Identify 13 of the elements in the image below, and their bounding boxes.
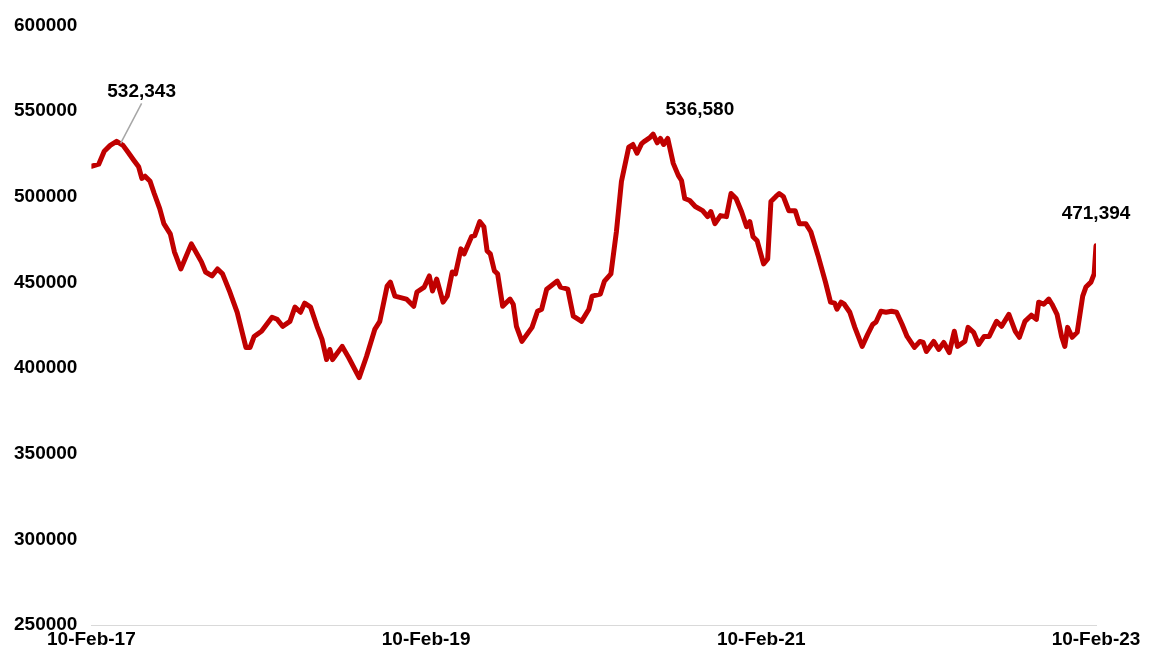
annotation: 536,580 <box>665 98 735 120</box>
y-tick-label: 500000 <box>14 185 78 207</box>
x-tick-label: 10-Feb-23 <box>1051 627 1141 649</box>
x-tick-label: 10-Feb-19 <box>381 627 471 649</box>
annotation: 471,394 <box>1061 202 1131 224</box>
y-tick-label: 600000 <box>14 13 78 35</box>
y-tick-label: 300000 <box>14 527 78 549</box>
y-tick-label: 450000 <box>14 270 78 292</box>
x-tick-label: 10-Feb-21 <box>716 627 807 649</box>
annotation: 532,343 <box>107 79 176 101</box>
y-tick-label: 400000 <box>14 356 78 378</box>
y-tick-label: 550000 <box>14 99 78 121</box>
y-tick-label: 350000 <box>14 442 78 464</box>
